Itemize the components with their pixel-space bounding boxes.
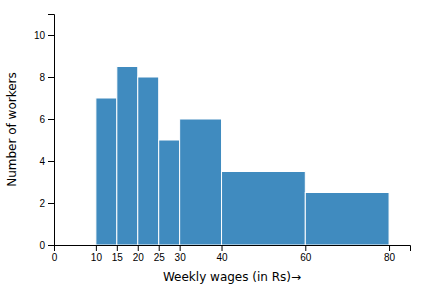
y-tick: 10: [34, 30, 54, 41]
x-tick: 25: [154, 245, 166, 263]
y-tick-mark: [48, 35, 54, 36]
x-tick-mark: [389, 245, 390, 251]
bar: [159, 140, 180, 245]
x-tick: 60: [300, 245, 312, 263]
y-tick: 0: [39, 240, 54, 251]
bar: [117, 67, 138, 246]
bar: [138, 77, 159, 245]
y-tick: 2: [39, 198, 54, 209]
x-tick-mark: [222, 245, 223, 251]
bar: [180, 119, 222, 245]
y-tick-label: 8: [39, 72, 45, 83]
y-tick-mark: [48, 245, 54, 246]
y-tick-label: 6: [39, 114, 45, 125]
x-tick-mark: [305, 245, 306, 251]
x-tick-mark: [96, 245, 97, 251]
chart: 0 10 15 20 25 30 40 60 80 0 2 4 6 8 10 Weekly wages (in…: [0, 0, 426, 291]
x-tick: 20: [133, 245, 145, 263]
x-axis: 0 10 15 20 25 30 40 60 80: [52, 245, 411, 263]
y-tick-label: 2: [39, 198, 45, 209]
y-tick: 8: [39, 72, 54, 83]
x-axis-title: Weekly wages (in Rs)→: [163, 270, 301, 284]
bar: [305, 193, 389, 246]
x-tick-mark: [117, 245, 118, 251]
x-tick-label: 10: [91, 252, 103, 263]
y-tick-label: 10: [34, 30, 46, 41]
x-tick: 0: [52, 245, 58, 263]
x-tick-label: 40: [216, 252, 228, 263]
x-tick-label: 20: [133, 252, 145, 263]
x-tick: 40: [216, 245, 228, 263]
y-tick-label: 0: [39, 240, 45, 251]
x-tick-mark: [180, 245, 181, 251]
x-tick-mark: [159, 245, 160, 251]
y-tick-mark: [48, 203, 54, 204]
x-tick: 80: [384, 245, 396, 263]
y-tick: 6: [39, 114, 54, 125]
bar: [222, 172, 306, 246]
y-tick-label: 4: [39, 156, 45, 167]
y-axis: 0 2 4 6 8 10: [34, 15, 55, 251]
y-axis-line: [48, 15, 55, 246]
bars: [96, 67, 389, 246]
y-tick: 4: [39, 156, 54, 167]
plot: 0 10 15 20 25 30 40 60 80 0 2 4 6 8 10: [34, 15, 411, 264]
x-tick-mark: [138, 245, 139, 251]
x-axis-line: [55, 246, 411, 252]
y-axis-title: Number of workers: [5, 72, 19, 187]
x-tick-label: 60: [300, 252, 312, 263]
x-tick-label: 0: [52, 252, 58, 263]
x-tick-label: 15: [112, 252, 124, 263]
x-tick-label: 80: [384, 252, 396, 263]
x-tick: 10: [91, 245, 103, 263]
y-tick-mark: [48, 77, 54, 78]
x-tick-label: 25: [154, 252, 166, 263]
y-tick-mark: [48, 161, 54, 162]
y-tick-mark: [48, 119, 54, 120]
x-tick: 30: [175, 245, 187, 263]
x-tick-label: 30: [175, 252, 187, 263]
bar: [96, 98, 117, 245]
x-tick: 15: [112, 245, 124, 263]
